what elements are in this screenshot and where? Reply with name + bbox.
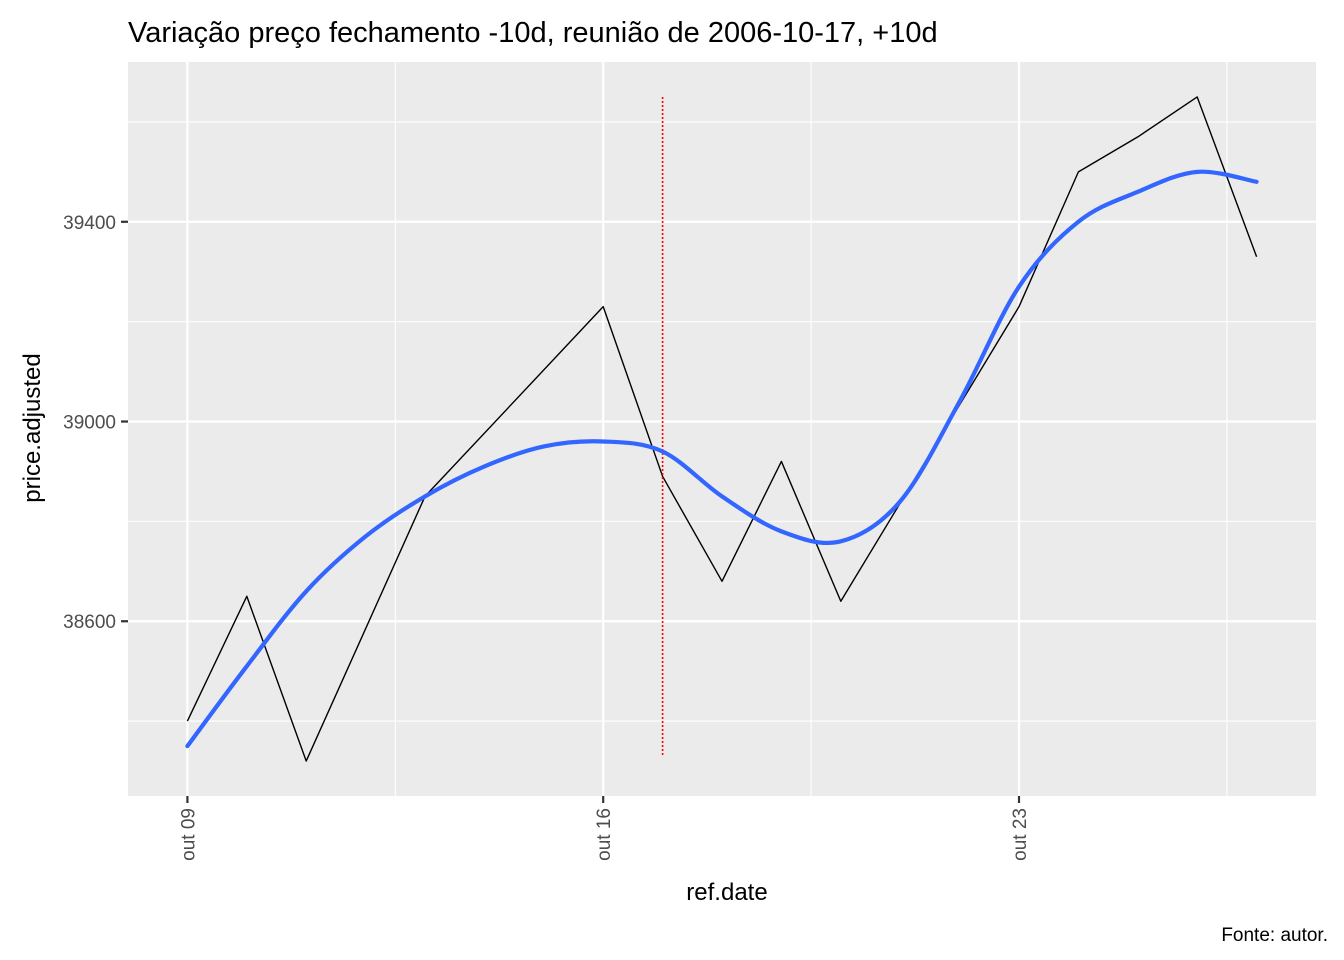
x-tick-label: out 16 bbox=[594, 808, 615, 861]
y-tick-label: 38600 bbox=[63, 612, 116, 633]
x-axis-title: ref.date bbox=[686, 879, 767, 906]
minor-gridlines bbox=[128, 62, 1316, 796]
chart-caption: Fonte: autor. bbox=[1221, 925, 1328, 946]
price-line bbox=[186, 96, 1258, 762]
x-tick-label: out 23 bbox=[1010, 808, 1031, 861]
x-tick-label: out 09 bbox=[178, 808, 199, 861]
y-tick-label: 39000 bbox=[63, 413, 116, 434]
major-gridlines bbox=[128, 62, 1316, 796]
axis-ticks bbox=[121, 220, 1021, 803]
y-axis-title: price.adjusted bbox=[19, 353, 46, 502]
smooth-trend-line bbox=[185, 169, 1259, 749]
y-tick-labels: 38600 39000 39400 bbox=[63, 213, 116, 633]
series-layer bbox=[185, 96, 1259, 762]
plot-panel bbox=[128, 62, 1316, 796]
chart-title: Variação preço fechamento -10d, reunião … bbox=[128, 17, 938, 49]
y-tick-label: 39400 bbox=[63, 213, 116, 234]
x-tick-labels: out 09 out 16 out 23 bbox=[178, 808, 1031, 861]
